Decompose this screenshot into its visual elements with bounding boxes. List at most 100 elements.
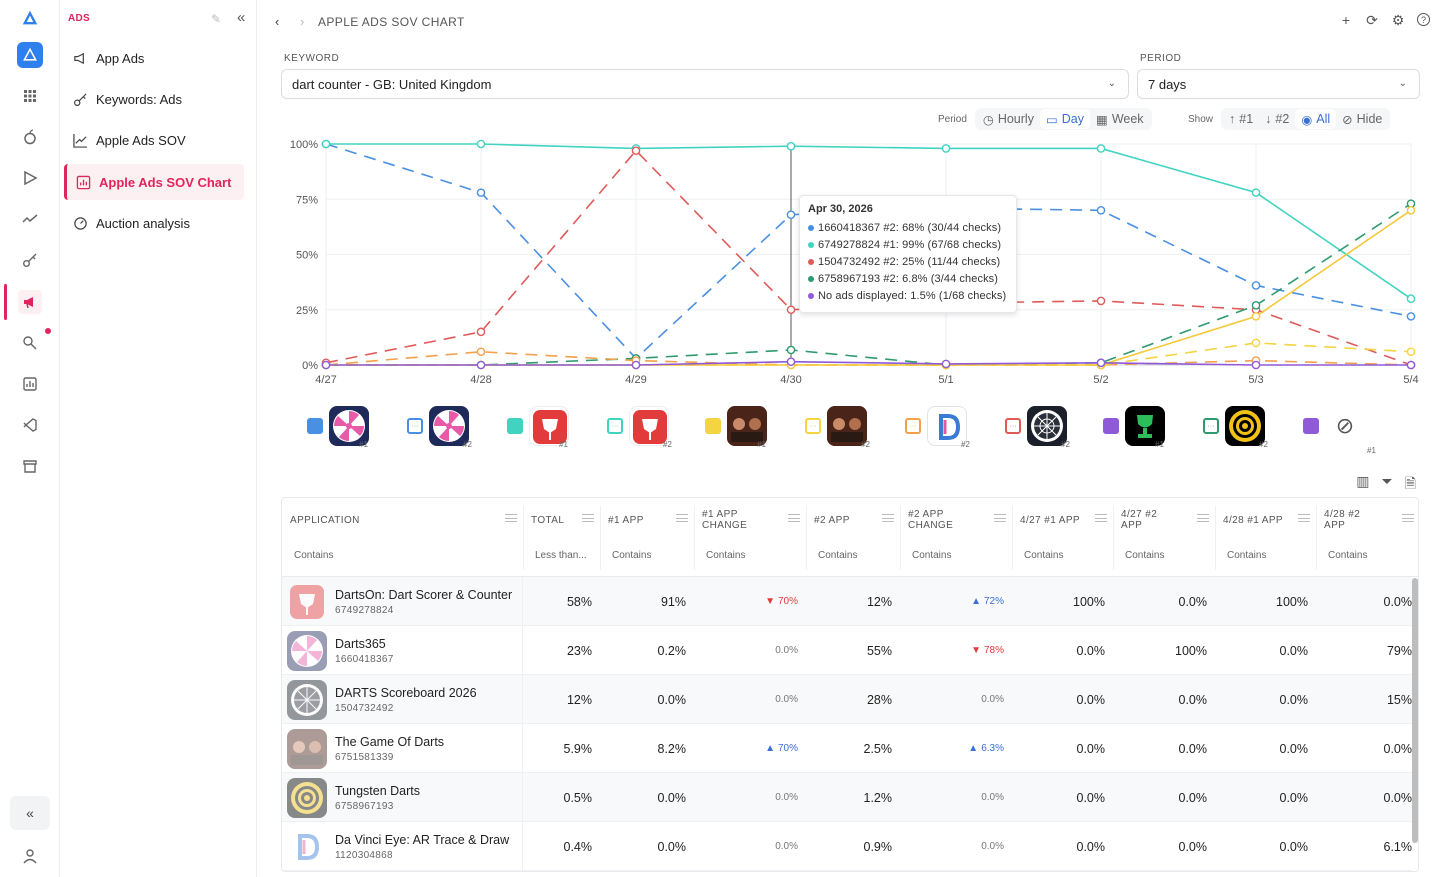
legend-rank: #2 [961,440,970,449]
column-header-total[interactable]: TOTAL [523,498,600,542]
filter-app1[interactable]: Contains [612,550,652,561]
logo-icon[interactable] [18,6,42,30]
app-switcher-icon[interactable] [17,42,43,68]
sidebar-item-keywords-ads[interactable]: Keywords: Ads [64,81,244,117]
legend-item[interactable]: ··· #2 [805,406,870,449]
period-week-button[interactable]: ▦ Week [1096,112,1144,127]
column-menu-icon[interactable] [882,514,894,522]
grid-icon[interactable] [18,84,42,108]
legend-item[interactable]: ··· #2 [607,406,672,449]
legend-item[interactable]: ··· #2 [905,406,970,449]
sidebar-item-apple-ads-sov[interactable]: Apple Ads SOV [64,122,244,158]
application-cell[interactable]: The Game Of Darts 6751581339 [282,724,523,773]
column-menu-icon[interactable] [1402,514,1414,522]
column-header-app1[interactable]: #1 APP [600,498,694,542]
legend-item[interactable]: ··· #2 [1005,406,1070,449]
table-row[interactable]: Da Vinci Eye: AR Trace & Draw 1120304868 0… [282,822,1412,871]
vscode-icon[interactable] [18,413,42,437]
application-cell[interactable]: Tungsten Darts 6758967193 [282,773,523,822]
trend-icon[interactable] [18,207,42,231]
filter-icon[interactable]: ⏷ [1381,473,1393,489]
series-point [476,347,486,357]
table-row[interactable]: Darts365 1660418367 23% 0.2% 0.0% 55% ▼ 78% 0.0%… [282,626,1412,675]
table-row[interactable]: DartsOn: Dart Scorer & Counter 6749278824… [282,577,1412,626]
key-icon[interactable] [18,248,42,272]
sov-line-chart[interactable]: 100% 75% 50% 25% 0% 4/27 4/28 4/29 4/30 5/1 5/2 5/3… [257,130,1440,390]
filter-application[interactable]: Contains [294,550,334,561]
dartson-app-icon [629,406,669,446]
store-icon[interactable] [18,454,42,478]
column-menu-icon[interactable] [676,514,688,522]
column-header-d428-app2[interactable]: 4/28 #2 APP [1316,498,1418,542]
table-row[interactable]: Tungsten Darts 6758967193 0.5% 0.0% 0.0% 1.2%… [282,773,1412,822]
column-menu-icon[interactable] [788,514,800,522]
show-rank2-button[interactable]: ↓ #2 [1265,112,1290,126]
sidebar-item-app-ads[interactable]: App Ads [64,40,244,76]
filter-total[interactable]: Less than... [535,550,587,561]
table-row[interactable]: The Game Of Darts 6751581339 5.9% 8.2% ▲ 70% 2… [282,724,1412,773]
show-rank1-button[interactable]: ↑ #1 [1229,112,1254,126]
back-chevron-icon[interactable]: ‹ [275,14,280,29]
apple-icon[interactable] [18,125,42,149]
help-icon[interactable]: ? [1417,13,1430,26]
legend-item[interactable]: #1 [1103,406,1165,449]
column-header-d428-app1[interactable]: 4/28 #1 APP [1215,498,1316,542]
report-icon[interactable] [18,372,42,396]
legend-item[interactable]: #1 [507,406,569,449]
application-cell[interactable]: DartsOn: Dart Scorer & Counter 6749278824 [282,577,523,626]
hide-button[interactable]: ⊘ Hide [1342,112,1383,127]
ads-megaphone-icon[interactable] [18,290,42,314]
add-icon[interactable]: + [1341,12,1351,28]
user-icon[interactable] [18,844,42,868]
column-menu-icon[interactable] [582,514,594,522]
table-row[interactable]: DARTS Scoreboard 2026 1504732492 12% 0.0% 0.… [282,675,1412,724]
column-menu-icon[interactable] [1095,514,1107,522]
column-header-app2[interactable]: #2 APP [806,498,900,542]
settings-gear-icon[interactable]: ⚙ [1391,11,1405,28]
legend-item[interactable]: ··· #2 [1203,406,1268,449]
filter-app1-change[interactable]: Contains [706,550,746,561]
filter-d428-app2[interactable]: Contains [1328,550,1368,561]
column-menu-icon[interactable] [994,514,1006,522]
column-header-app1-change[interactable]: #1 APP CHANGE [694,498,806,542]
application-cell[interactable]: DARTS Scoreboard 2026 1504732492 [282,675,523,724]
columns-icon[interactable]: ▥ [1356,473,1370,489]
application-cell[interactable]: Darts365 1660418367 [282,626,523,675]
filter-d427-app2[interactable]: Contains [1125,550,1165,561]
filter-app2-change[interactable]: Contains [912,550,952,561]
column-menu-icon[interactable] [1298,514,1310,522]
sidebar-item-apple-ads-sov-chart[interactable]: Apple Ads SOV Chart [64,164,244,200]
calendar-week-icon: ▦ [1096,112,1108,127]
period-hourly-button[interactable]: ◷ Hourly [982,112,1034,127]
keyword-search-icon[interactable] [18,328,51,355]
app-name: The Game Of Darts [335,734,445,749]
column-header-app2-change[interactable]: #2 APP CHANGE [900,498,1012,542]
forward-chevron-icon[interactable]: › [300,14,305,29]
show-all-button[interactable]: ◉ All [1295,109,1337,129]
edit-icon[interactable]: ✎ [211,12,222,26]
refresh-icon[interactable]: ⟳ [1366,11,1378,28]
legend-item[interactable]: #1 [705,406,767,449]
legend-item[interactable]: ⊘ #1 [1303,406,1376,455]
collapse-sidebar-icon[interactable]: « [237,9,246,26]
period-day-button[interactable]: ▭ Day [1039,109,1090,129]
play-store-icon[interactable] [18,166,42,190]
sidebar-item-auction-analysis[interactable]: Auction analysis [64,205,244,241]
filter-d428-app1[interactable]: Contains [1227,550,1267,561]
cell-app1: 0.0% [657,692,687,707]
legend-item[interactable]: ··· #2 [407,406,472,449]
export-icon[interactable]: 🗎 [1404,475,1416,491]
column-menu-icon[interactable] [1197,514,1209,522]
legend-item[interactable]: #1 [307,406,369,449]
application-cell[interactable]: Da Vinci Eye: AR Trace & Draw 1120304868 [282,822,523,871]
keyword-select[interactable]: dart counter - GB: United Kingdom ⌄ [281,69,1129,99]
collapse-rail-icon[interactable]: « [10,796,50,830]
filter-app2[interactable]: Contains [818,550,858,561]
filter-d427-app1[interactable]: Contains [1024,550,1064,561]
table-scrollbar[interactable] [1412,578,1418,843]
period-select[interactable]: 7 days ⌄ [1137,69,1420,99]
column-menu-icon[interactable] [505,514,517,522]
column-header-application[interactable]: APPLICATION [282,498,523,542]
column-header-d427-app1[interactable]: 4/27 #1 APP [1012,498,1113,542]
column-header-d427-app2[interactable]: 4/27 #2 APP [1113,498,1215,542]
